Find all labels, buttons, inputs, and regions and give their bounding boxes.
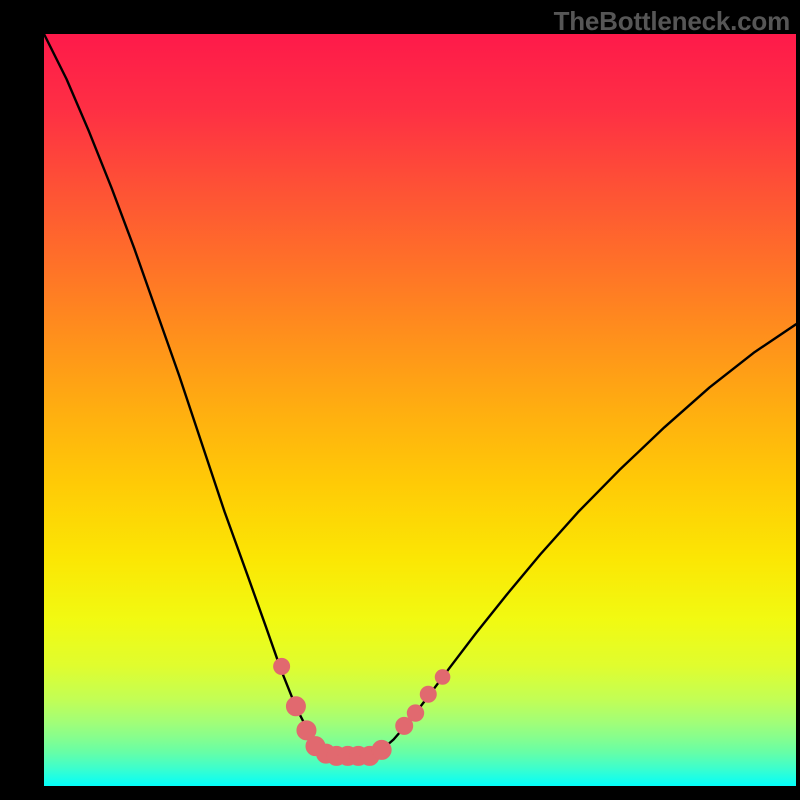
curve-marker [420, 686, 436, 702]
curve-marker [407, 705, 423, 721]
bottleneck-curve [44, 34, 796, 786]
watermark-text: TheBottleneck.com [554, 6, 790, 37]
curve-markers [274, 658, 450, 765]
curve-marker [435, 670, 450, 685]
curve-marker [372, 740, 391, 759]
bottleneck-plot [44, 34, 796, 786]
curve-marker [274, 658, 290, 674]
curve-marker [286, 697, 305, 716]
